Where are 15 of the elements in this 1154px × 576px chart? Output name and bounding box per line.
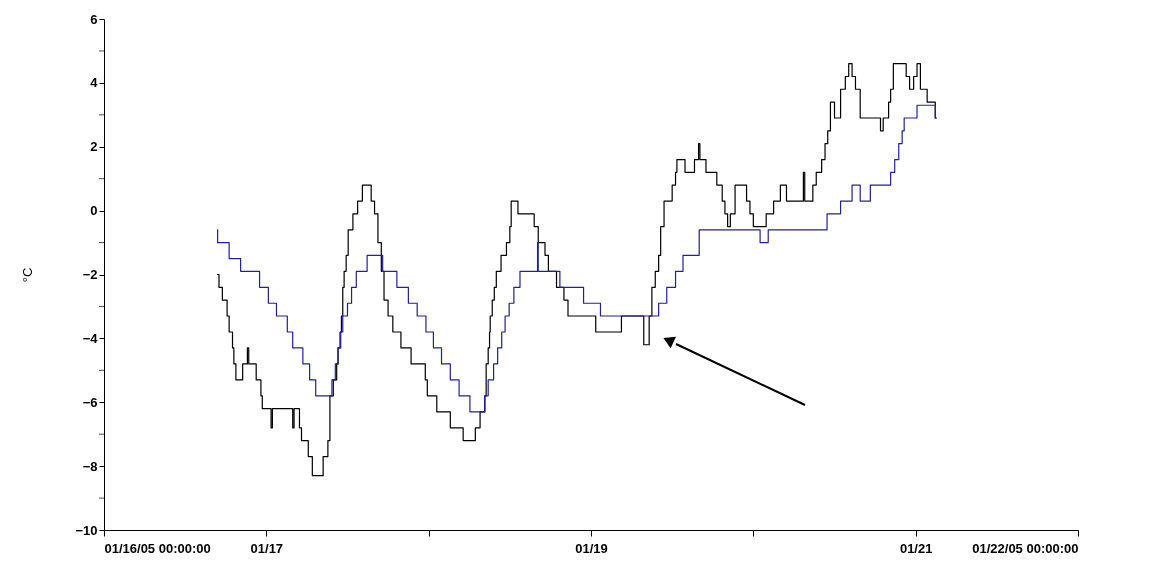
y-tick-label: 0 — [90, 203, 98, 219]
x-tick-label: 01/17 — [250, 540, 284, 556]
x-tick-label: 01/21 — [899, 540, 933, 556]
y-tick-label: −8 — [82, 458, 98, 474]
y-tick-label: 4 — [90, 75, 99, 91]
x-tick-label: 01/16/05 00:00:00 — [104, 540, 211, 556]
y-tick-label: 6 — [90, 11, 98, 27]
y-tick-label: 2 — [90, 139, 98, 155]
y-tick-label: −2 — [82, 267, 98, 282]
x-tick-label: 01/22/05 00:00:00 — [972, 540, 1079, 556]
y-tick-label: −10 — [75, 522, 98, 538]
y-tick-label: −4 — [82, 330, 99, 346]
y-axis-title: °C — [20, 267, 36, 283]
x-tick-label: 01/19 — [575, 540, 608, 556]
y-tick-label: −6 — [82, 394, 98, 410]
